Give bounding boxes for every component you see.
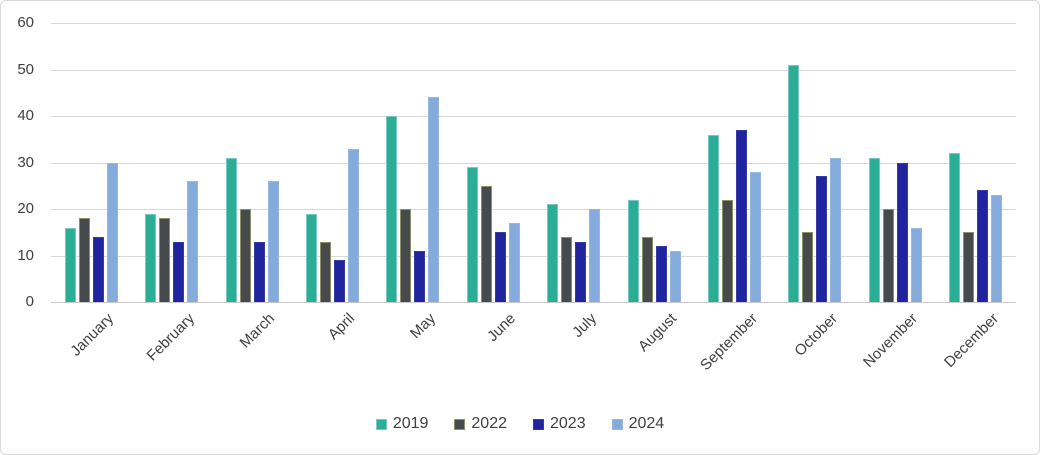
legend-swatch-2023 (533, 418, 544, 430)
y-axis-tick-label: 10 (17, 246, 34, 264)
x-axis-label-february: February (143, 310, 198, 365)
bar-2022-march (239, 209, 251, 302)
legend-label-2022: 2022 (471, 415, 507, 432)
bar-2024-january (106, 162, 118, 302)
bar-2019-march (225, 157, 237, 302)
x-axis-label-august: August (635, 310, 681, 356)
bar-2022-june (480, 185, 492, 302)
legend-label-2019: 2019 (392, 415, 429, 432)
bar-2024-november (910, 227, 922, 302)
bar-2022-may (400, 209, 412, 302)
x-axis-label-april: April (325, 310, 359, 344)
x-axis-label-december: December (940, 310, 1002, 371)
x-axis-label-november: November (860, 310, 922, 371)
bar-2024-july (589, 209, 601, 302)
bar-2019-july (547, 204, 559, 302)
bar-2023-march (253, 241, 265, 302)
bar-2022-september (722, 199, 734, 302)
bar-2023-june (494, 232, 506, 302)
x-axis-label-october: October (791, 310, 841, 360)
bar-2019-april (305, 213, 317, 302)
legend-label-2023: 2023 (550, 415, 586, 432)
bar-2019-october (788, 64, 800, 302)
bar-2023-may (414, 250, 426, 302)
bar-2019-june (466, 167, 478, 302)
bar-2024-may (428, 97, 440, 302)
bar-2024-february (187, 181, 199, 302)
bar-2019-august (627, 199, 639, 302)
legend-swatch-2022 (454, 418, 466, 430)
y-axis-tick-label: 40 (17, 107, 34, 124)
legend-label-2024: 2024 (628, 415, 665, 432)
y-axis-tick-label: 0 (25, 293, 34, 310)
bar-2019-may (386, 116, 398, 302)
bar-2024-december (991, 195, 1003, 302)
bar-2024-september (750, 171, 762, 302)
bar-2023-july (575, 241, 587, 302)
bar-2023-february (173, 241, 185, 302)
legend-item-2023: 2023 (533, 415, 586, 433)
legend-item-2024: 2024 (611, 415, 665, 433)
bar-2022-november (882, 209, 894, 302)
bar-2022-october (802, 232, 814, 302)
bar-2024-march (267, 181, 279, 302)
x-axis-label-march: March (236, 310, 279, 352)
legend-swatch-2019 (375, 418, 387, 430)
bar-2024-october (830, 157, 842, 302)
x-axis-label-may: May (406, 310, 439, 343)
legend-swatch-2024 (611, 418, 623, 430)
bar-2019-february (145, 213, 157, 302)
y-axis-tick-label: 60 (17, 14, 34, 31)
bar-2024-june (508, 222, 520, 302)
grid-line-50 (51, 69, 1016, 71)
bar-2023-december (977, 190, 989, 302)
legend-item-2019: 2019 (375, 415, 429, 433)
bar-2019-january (64, 227, 76, 302)
bar-2023-january (92, 236, 104, 302)
legend-item-2022: 2022 (454, 415, 507, 433)
bar-2022-august (641, 236, 653, 302)
bar-2023-april (333, 260, 345, 302)
grid-line-30 (51, 162, 1016, 164)
bar-2022-december (963, 232, 975, 302)
bar-2019-november (868, 157, 880, 302)
bar-2022-january (78, 218, 90, 302)
bar-2022-april (319, 241, 331, 302)
grid-line-10 (51, 255, 1016, 257)
bar-2022-february (159, 218, 171, 302)
bar-2023-september (736, 129, 748, 302)
bar-2023-august (655, 246, 667, 302)
x-axis-label-july: July (568, 310, 600, 341)
bar-2022-july (561, 236, 573, 302)
x-axis-label-september: September (696, 310, 761, 374)
bar-2019-december (949, 153, 961, 302)
grid-line-60 (51, 23, 1016, 24)
bar-2024-august (669, 250, 681, 302)
x-axis-label-june: June (484, 310, 520, 346)
legend: 2019 2022 2023 2024 (1, 412, 1039, 436)
grid-line-20 (51, 209, 1016, 210)
y-axis-tick-label: 20 (17, 200, 34, 217)
y-axis-tick-label: 50 (17, 60, 34, 78)
grid-line-40 (51, 116, 1016, 117)
y-axis-tick-label: 30 (17, 153, 34, 171)
bar-2023-october (816, 176, 828, 302)
bar-2023-november (896, 162, 908, 302)
bar-2024-april (347, 148, 359, 302)
grid-line-0 (51, 302, 1016, 303)
bar-2019-september (708, 134, 720, 302)
x-axis-label-january: January (67, 310, 118, 360)
